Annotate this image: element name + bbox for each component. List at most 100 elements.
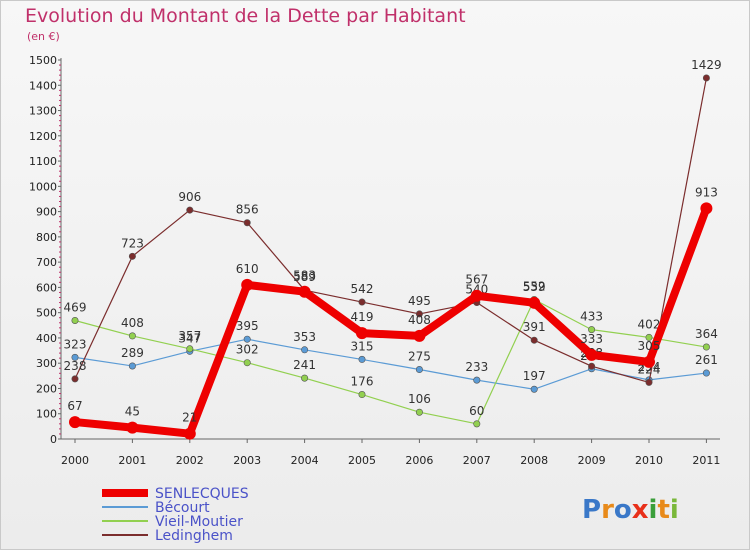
data-point (415, 366, 423, 374)
data-label: 347 (178, 331, 201, 345)
data-point (528, 296, 541, 309)
x-tick-label: 2002 (176, 454, 204, 467)
data-point (645, 378, 653, 386)
data-point (186, 345, 194, 353)
y-tick-label: 1400 (29, 79, 57, 92)
data-label: 302 (236, 343, 259, 357)
data-label: 315 (351, 339, 374, 353)
data-point (243, 219, 251, 227)
data-point (588, 362, 596, 370)
y-tick-label: 600 (36, 281, 57, 294)
data-point (241, 278, 254, 291)
data-label: 197 (523, 369, 546, 383)
y-tick-label: 400 (36, 332, 57, 345)
data-point (71, 353, 79, 361)
data-point (415, 408, 423, 416)
y-tick-label: 0 (50, 433, 57, 446)
data-point (473, 420, 481, 428)
x-tick-label: 2007 (463, 454, 491, 467)
data-point (128, 362, 136, 370)
y-tick-label: 1100 (29, 155, 57, 168)
series-line (74, 298, 708, 425)
data-label: 353 (293, 330, 316, 344)
series-line (71, 204, 711, 438)
y-tick-label: 300 (36, 357, 57, 370)
data-label: 357 (178, 329, 201, 343)
data-point (470, 289, 483, 302)
data-label: 610 (236, 262, 259, 276)
data-point (358, 355, 366, 363)
legend-label: Ledinghem (155, 528, 233, 544)
x-tick-label: 2006 (405, 454, 433, 467)
data-label: 913 (695, 185, 718, 199)
data-label: 238 (64, 359, 87, 373)
logo-letter: i (670, 495, 679, 525)
data-label: 305 (638, 339, 661, 353)
series-senlecques: 67 45 21 610 583 419 408 567 539 333 305 913 (67, 185, 718, 440)
data-label: 241 (293, 358, 316, 372)
y-tick-label: 900 (36, 206, 57, 219)
data-label: 552 (523, 280, 546, 294)
data-point (243, 335, 251, 343)
y-tick-label: 1300 (29, 105, 57, 118)
y-tick-label: 500 (36, 307, 57, 320)
data-point (585, 348, 598, 361)
x-tick-label: 2008 (520, 454, 548, 467)
data-label: 176 (351, 375, 374, 389)
data-point (126, 421, 139, 434)
data-label: 289 (121, 346, 144, 360)
data-point (128, 252, 136, 260)
data-point (71, 375, 79, 383)
data-point (301, 374, 309, 382)
data-label: 419 (351, 310, 374, 324)
data-point (413, 329, 426, 342)
logo-letter: t (657, 495, 669, 525)
legend-label: Vieil-Moutier (155, 514, 243, 530)
data-label: 45 (125, 405, 140, 419)
x-tick-label: 2003 (233, 454, 261, 467)
data-point (128, 332, 136, 340)
y-tick-label: 1000 (29, 180, 57, 193)
data-label: 567 (465, 273, 488, 287)
chart-title: Evolution du Montant de la Dette par Hab… (25, 5, 466, 27)
data-label: 433 (580, 310, 603, 324)
x-tick-label: 2001 (118, 454, 146, 467)
legend-label: Bécourt (155, 500, 210, 516)
data-label: 333 (580, 332, 603, 346)
y-tick-label: 100 (36, 408, 57, 421)
y-tick-label: 1200 (29, 130, 57, 143)
data-label: 261 (695, 353, 718, 367)
data-label: 583 (293, 269, 316, 283)
data-label: 323 (64, 337, 87, 351)
y-tick-label: 700 (36, 256, 57, 269)
data-point (643, 355, 655, 368)
logo-letter: x (632, 495, 649, 525)
legend-label: SENLECQUES (155, 486, 249, 502)
data-point (358, 391, 366, 399)
data-label: 723 (121, 236, 144, 250)
data-point (183, 427, 196, 440)
data-point (530, 336, 538, 344)
data-label: 391 (523, 320, 546, 334)
data-point (69, 416, 81, 429)
data-label: 856 (236, 203, 259, 217)
data-label: 906 (178, 190, 201, 204)
data-label: 395 (236, 319, 259, 333)
data-label: 539 (523, 280, 546, 294)
proxiti-logo: Proxiti (582, 495, 679, 525)
series-line (74, 77, 708, 384)
data-label: 224 (638, 362, 661, 376)
data-label: 408 (408, 313, 431, 327)
x-tick-label: 2005 (348, 454, 376, 467)
logo-letter: r (601, 495, 614, 525)
data-point (186, 206, 194, 214)
data-label: 469 (64, 300, 87, 314)
series-vieil-moutier: 469 408 357 302 241 176 106 60 552 433 402 364 (64, 280, 718, 428)
logo-letter: i (649, 495, 658, 525)
data-point (356, 327, 368, 340)
data-point (588, 326, 596, 334)
x-tick-label: 2010 (635, 454, 663, 467)
data-label: 275 (408, 350, 431, 364)
data-label: 589 (293, 270, 316, 284)
